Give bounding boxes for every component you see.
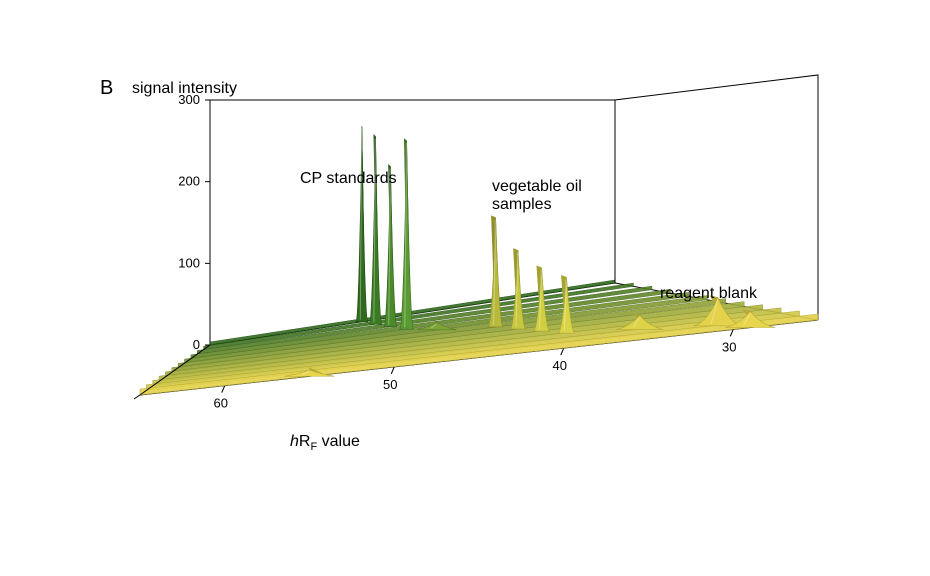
annotation-cp-standards: CP standards <box>300 170 397 188</box>
svg-text:60: 60 <box>214 396 228 411</box>
svg-text:100: 100 <box>178 255 200 270</box>
chart-stage: B signal intensity hRF value CP standard… <box>0 0 930 576</box>
svg-text:30: 30 <box>722 339 736 354</box>
x-axis-title: hRF value <box>290 433 360 453</box>
y-axis-title: signal intensity <box>132 80 237 98</box>
svg-text:0: 0 <box>193 337 200 352</box>
panel-letter: B <box>100 77 113 100</box>
svg-text:200: 200 <box>178 174 200 189</box>
annotation-reagent-blank: reagent blank <box>660 285 757 303</box>
svg-text:40: 40 <box>553 358 567 373</box>
annotation-veg-oil: vegetable oil samples <box>492 178 582 213</box>
svg-text:50: 50 <box>383 377 397 392</box>
